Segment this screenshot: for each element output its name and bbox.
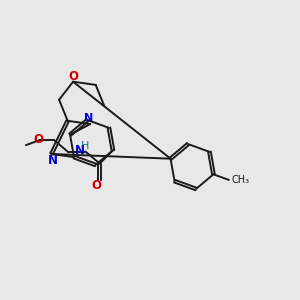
Text: N: N <box>75 144 85 157</box>
Text: O: O <box>33 133 43 146</box>
Text: O: O <box>91 179 101 192</box>
Text: N: N <box>84 113 93 123</box>
Text: O: O <box>68 70 78 83</box>
Text: H: H <box>81 141 89 151</box>
Text: N: N <box>48 154 58 167</box>
Text: CH₃: CH₃ <box>231 175 249 185</box>
